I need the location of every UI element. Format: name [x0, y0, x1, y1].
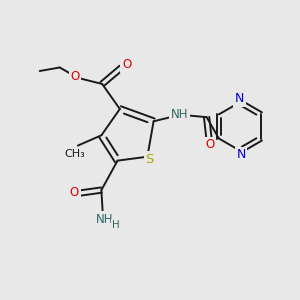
- Text: NH: NH: [171, 108, 188, 121]
- Text: O: O: [70, 70, 80, 83]
- Text: H: H: [112, 220, 120, 230]
- Text: N: N: [235, 92, 244, 105]
- Text: N: N: [236, 148, 246, 161]
- Text: O: O: [70, 186, 79, 199]
- Text: CH₃: CH₃: [64, 149, 85, 159]
- Text: NH: NH: [96, 213, 113, 226]
- Text: O: O: [122, 58, 131, 71]
- Text: S: S: [146, 153, 154, 166]
- Text: O: O: [206, 138, 215, 151]
